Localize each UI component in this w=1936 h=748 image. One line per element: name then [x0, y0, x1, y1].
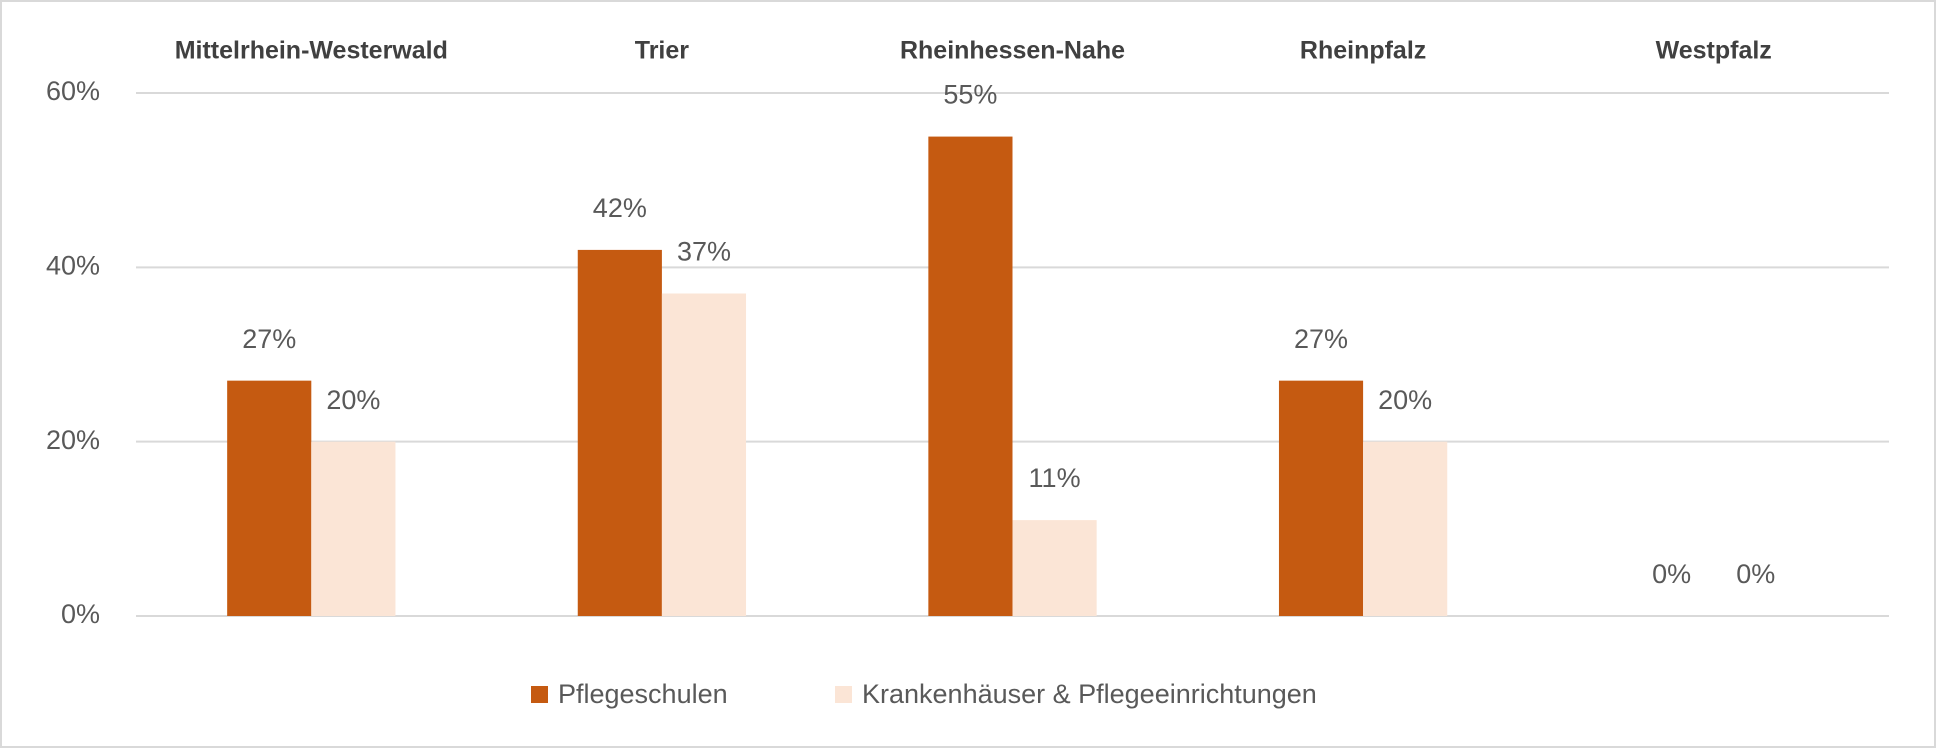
data-label: 42%: [593, 193, 647, 223]
bar: [1012, 520, 1097, 616]
data-label: 55%: [943, 80, 997, 110]
data-label: 37%: [677, 237, 731, 267]
data-label: 27%: [242, 324, 296, 354]
bar: [928, 136, 1013, 617]
category-label: Rheinpfalz: [1300, 37, 1426, 65]
data-label: 11%: [1029, 463, 1081, 493]
legend-swatch: [835, 686, 852, 703]
y-tick-label: 60%: [46, 76, 100, 106]
bar: [661, 293, 747, 616]
data-label: 0%: [1652, 559, 1691, 589]
bar: [577, 249, 662, 616]
y-tick-label: 0%: [61, 599, 100, 629]
bar: [1363, 441, 1448, 616]
bar: [1278, 380, 1364, 616]
data-label: 0%: [1736, 559, 1775, 589]
y-tick-label: 20%: [46, 425, 100, 455]
category-label: Westpfalz: [1656, 37, 1772, 65]
bar: [311, 441, 396, 616]
data-label: 27%: [1294, 324, 1348, 354]
category-label: Trier: [635, 37, 689, 65]
category-label: Mittelrhein-Westerwald: [175, 37, 448, 65]
legend-label: Krankenhäuser & Pflegeeinrichtungen: [862, 679, 1317, 709]
data-label: 20%: [1378, 385, 1432, 415]
category-label: Rheinhessen-Nahe: [900, 37, 1125, 65]
data-label: 20%: [326, 385, 380, 415]
y-tick-label: 40%: [46, 250, 100, 280]
legend-label: Pflegeschulen: [558, 679, 728, 709]
legend-swatch: [531, 686, 548, 703]
bar: [227, 380, 312, 616]
